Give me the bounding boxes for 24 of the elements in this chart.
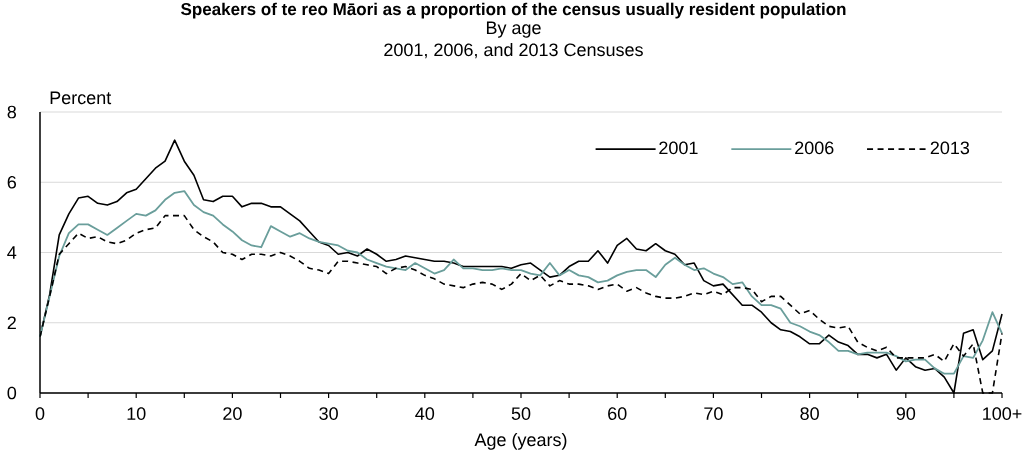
text: 2001, 2006, and 2013 Censuses [384,42,643,59]
y-tick-label: 4 [7,246,17,259]
x-tick-label: 10 [127,407,146,420]
legend-label: 2001 [659,141,698,155]
x-tick-label: 0 [35,407,45,420]
x-axis-title: Age (years) [474,432,567,450]
x-tick-label: 40 [415,407,435,420]
y-tick-label: 2 [7,316,16,330]
y-tick-label: 6 [7,175,17,189]
x-tick-label: 70 [704,407,723,420]
x-tick-label: 80 [800,407,819,420]
legend-label: 2013 [930,141,970,155]
legend-label: 2006 [795,141,834,155]
x-tick-label: 90 [896,407,916,420]
y-tick-label: 0 [7,386,17,400]
y-tick-label: 8 [7,105,17,119]
x-tick-label: 20 [223,407,242,420]
x-tick-label: 50 [511,407,531,420]
chart-subtitle: By age [486,21,541,38]
y-axis-title: Percent [50,91,112,105]
x-tick-label: 60 [608,407,627,420]
x-tick-label: 30 [319,407,338,420]
x-tick-label: 100+ [983,407,1022,420]
chart-title: Speakers of te reo Māori as a proportion of the census usually resident population [181,2,846,19]
